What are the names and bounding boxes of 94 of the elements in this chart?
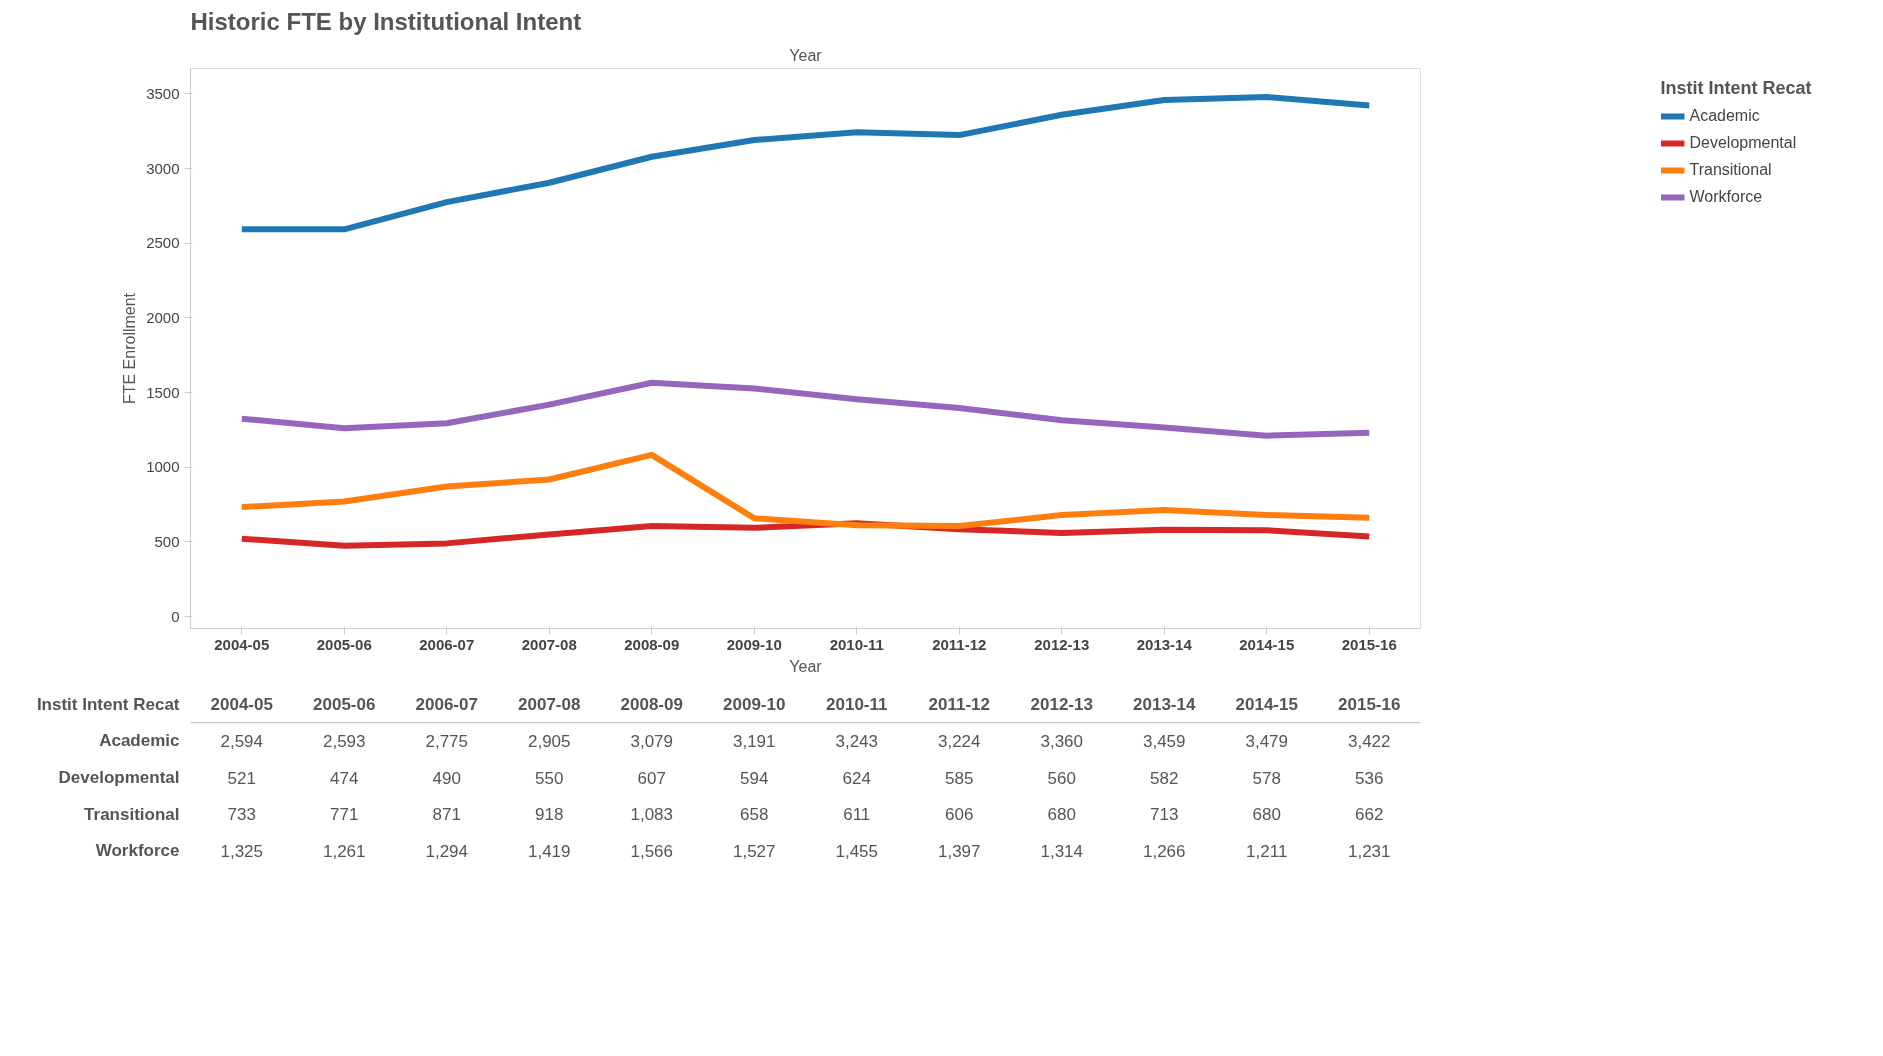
data-label: 1,266: [1142, 841, 1186, 861]
x-axis-title: Year: [789, 657, 823, 675]
data-label: 1,527: [732, 841, 776, 861]
data-label: 3,422: [1347, 731, 1391, 751]
text: Transitional: [84, 804, 180, 824]
x-tick-label: 2006-07: [419, 635, 475, 653]
legend-label: Academic: [1689, 107, 1760, 125]
x-tick-label: 2012-13: [1034, 635, 1090, 653]
data-label: 3,079: [630, 731, 674, 751]
data-label: 1,261: [322, 841, 366, 861]
data-label: 1,455: [835, 841, 879, 861]
data-label: 3,243: [835, 731, 879, 751]
y-tick-label: 2000: [146, 308, 180, 326]
y-tick-label: 500: [154, 532, 180, 550]
y-tick-label: 2500: [146, 234, 180, 252]
category-label: 2015-16: [1338, 695, 1401, 715]
text: Workforce: [95, 841, 180, 861]
data-label: 594: [740, 768, 769, 788]
category-label: 2008-09: [620, 695, 683, 715]
x-tick-label: 2015-16: [1341, 635, 1397, 653]
y-axis-title: FTE Enrollment: [121, 292, 139, 405]
x-tick-label: 2011-12: [932, 635, 987, 653]
category-label: 2011-12: [928, 695, 990, 715]
data-label: 3,360: [1040, 731, 1084, 751]
y-tick-label: 0: [171, 607, 180, 625]
data-label: 536: [1355, 768, 1384, 788]
data-label: 680: [1047, 805, 1076, 825]
x-tick-label: 2008-09: [624, 635, 680, 653]
data-label: 733: [227, 805, 256, 825]
data-label: 2,593: [322, 731, 366, 751]
data-label: 3,459: [1142, 731, 1186, 751]
data-label: 771: [330, 805, 359, 825]
y-tick-label: 1500: [146, 383, 180, 401]
y-tick-label: 1000: [146, 458, 180, 476]
data-label: 1,083: [630, 805, 674, 825]
data-label: 624: [842, 768, 871, 788]
data-label: 1,419: [527, 841, 571, 861]
data-label: 3,224: [937, 731, 981, 751]
data-label: 2,905: [527, 731, 571, 751]
data-label: 1,231: [1347, 841, 1391, 861]
data-label: 1,314: [1040, 841, 1084, 861]
data-label: 1,325: [220, 841, 264, 861]
data-label: 680: [1252, 805, 1281, 825]
category-label: 2013-14: [1133, 695, 1196, 715]
category-label: 2007-08: [518, 695, 581, 715]
data-label: 1,566: [630, 841, 674, 861]
data-label: 611: [843, 805, 871, 825]
data-label: 585: [945, 768, 974, 788]
legend-label: Workforce: [1689, 188, 1763, 206]
data-label: 713: [1150, 805, 1179, 825]
x2-axis-title: Year: [789, 46, 823, 64]
data-label: 918: [535, 805, 564, 825]
category-label: 2014-15: [1235, 695, 1298, 715]
data-label: 582: [1150, 768, 1179, 788]
data-label: 521: [227, 768, 256, 788]
legend-label: Transitional: [1689, 161, 1772, 179]
legend-title: Instit Intent Recat: [36, 694, 180, 714]
text: Developmental: [58, 768, 180, 787]
x-tick-label: 2014-15: [1239, 635, 1295, 653]
data-label: 658: [740, 805, 769, 825]
category-label: 2012-13: [1030, 695, 1093, 715]
x-tick-label: 2004-05: [214, 635, 270, 653]
y-tick-label: 3000: [146, 159, 180, 177]
data-label: 1,211: [1246, 841, 1288, 861]
data-label: 1,397: [937, 841, 981, 861]
x-tick-label: 2007-08: [521, 635, 577, 653]
category-label: 2010-11: [826, 695, 888, 715]
data-label: 490: [432, 768, 461, 788]
data-label: 3,191: [732, 731, 776, 751]
data-label: 2,775: [425, 731, 469, 751]
legend-label: Developmental: [1689, 134, 1797, 152]
data-label: 2,594: [220, 731, 264, 751]
data-label: 1,294: [425, 841, 469, 861]
data-label: 560: [1047, 768, 1076, 788]
x-tick-label: 2005-06: [316, 635, 372, 653]
x-tick-label: 2010-11: [829, 635, 884, 653]
data-label: 474: [330, 768, 359, 788]
y-tick-label: 3500: [146, 84, 180, 102]
data-label: 3,479: [1245, 731, 1289, 751]
data-label: 606: [945, 805, 974, 825]
data-label: 871: [432, 805, 461, 825]
category-label: 2004-05: [210, 695, 273, 715]
data-label: 550: [535, 768, 564, 788]
x-tick-label: 2009-10: [726, 635, 782, 653]
text: Academic: [99, 731, 180, 751]
data-label: 578: [1252, 768, 1281, 788]
category-label: 2006-07: [415, 695, 478, 715]
x-tick-label: 2013-14: [1136, 635, 1193, 653]
category-label: 2009-10: [723, 695, 786, 715]
text: Instit Intent Recat: [1660, 78, 1812, 98]
chart-title: Historic FTE by Institutional Intent: [190, 7, 582, 35]
data-label: 662: [1355, 805, 1384, 825]
category-label: 2005-06: [313, 695, 376, 715]
data-label: 607: [637, 768, 666, 788]
